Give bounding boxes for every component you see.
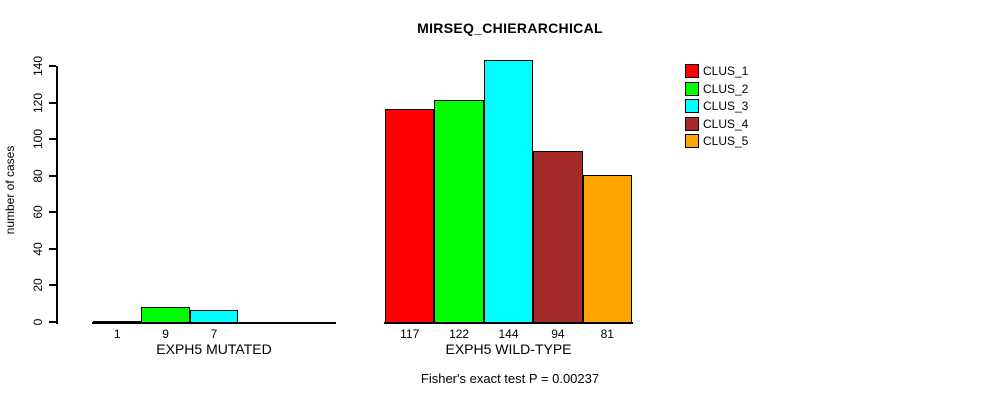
y-tick-label: 60 bbox=[31, 205, 45, 219]
y-tick bbox=[49, 211, 56, 214]
bar bbox=[434, 100, 484, 323]
bar-value-label: 1 bbox=[113, 327, 121, 341]
y-tick bbox=[49, 284, 56, 287]
footer-caption: Fisher's exact test P = 0.00237 bbox=[420, 371, 600, 386]
y-tick-label: 120 bbox=[31, 92, 45, 113]
group-label: EXPH5 WILD-TYPE bbox=[445, 341, 572, 357]
y-tick bbox=[49, 101, 56, 104]
bar bbox=[189, 310, 239, 323]
y-tick-label: 40 bbox=[31, 242, 45, 256]
legend-label: CLUS_4 bbox=[703, 116, 749, 131]
bar-value-label: 9 bbox=[162, 327, 169, 341]
legend-label: CLUS_5 bbox=[703, 134, 749, 148]
bar bbox=[582, 175, 632, 323]
bar-value-label: 122 bbox=[449, 327, 470, 341]
y-axis-line bbox=[56, 66, 58, 324]
chart-title: MIRSEQ_CHIERARCHICAL bbox=[417, 20, 603, 36]
bar bbox=[141, 307, 190, 323]
group-label: EXPH5 MUTATED bbox=[156, 341, 272, 357]
legend-label: CLUS_3 bbox=[703, 99, 749, 113]
legend-swatch bbox=[685, 116, 699, 131]
legend-item: CLUS_2 bbox=[685, 81, 749, 96]
legend-item: CLUS_4 bbox=[685, 116, 749, 131]
bar bbox=[533, 151, 583, 323]
y-tick-label: 0 bbox=[31, 318, 45, 326]
bar-value-label: 81 bbox=[600, 327, 614, 341]
y-tick-label: 80 bbox=[31, 169, 45, 183]
legend-label: CLUS_1 bbox=[703, 64, 749, 78]
bar bbox=[385, 109, 435, 323]
legend: CLUS_1 CLUS_2 CLUS_3 CLUS_4 CLUS_5 bbox=[685, 64, 748, 148]
legend-label: CLUS_2 bbox=[703, 81, 749, 96]
bar-value-label: 117 bbox=[400, 327, 420, 341]
bar-value-label: 144 bbox=[498, 327, 519, 341]
group-baseline bbox=[384, 322, 633, 324]
y-tick bbox=[49, 65, 56, 67]
y-tick-label: 140 bbox=[31, 55, 45, 77]
group-baseline bbox=[92, 322, 336, 324]
legend-item: CLUS_1 bbox=[685, 64, 748, 78]
y-tick bbox=[49, 247, 56, 250]
y-tick bbox=[49, 138, 56, 141]
y-tick-label: 100 bbox=[31, 129, 45, 150]
legend-swatch bbox=[685, 134, 699, 148]
y-tick-label: 20 bbox=[31, 278, 45, 293]
legend-swatch bbox=[685, 99, 699, 113]
bar-value-label: 94 bbox=[551, 327, 565, 341]
legend-swatch bbox=[685, 81, 699, 96]
legend-swatch bbox=[685, 64, 699, 78]
bar-value-label: 7 bbox=[210, 327, 218, 341]
legend-item: CLUS_3 bbox=[685, 99, 748, 113]
y-tick bbox=[49, 174, 56, 177]
legend-item: CLUS_5 bbox=[685, 134, 748, 148]
y-tick bbox=[49, 321, 56, 323]
bar bbox=[93, 321, 142, 323]
bar bbox=[483, 60, 534, 323]
